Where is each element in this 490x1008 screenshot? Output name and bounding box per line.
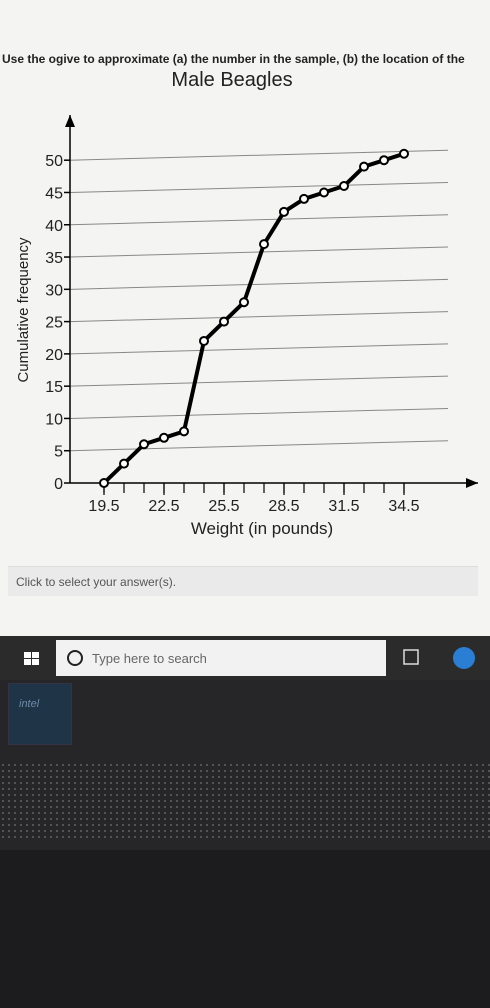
search-box[interactable]: Type here to search xyxy=(56,640,386,676)
x-axis-label: Weight (in pounds) xyxy=(191,519,333,538)
y-tick-label: 30 xyxy=(45,282,63,299)
chart: Male Beagles Weight (in pounds) Cumulati… xyxy=(15,70,478,538)
answer-prompt[interactable]: Click to select your answer(s). xyxy=(8,566,478,596)
grid-line xyxy=(69,246,449,258)
ogive-point xyxy=(259,239,269,250)
y-axis-arrow xyxy=(65,115,75,127)
ogive-point xyxy=(119,458,129,469)
y-tick-label: 15 xyxy=(45,379,63,396)
grid-line xyxy=(69,311,449,323)
ogive-point xyxy=(179,426,189,437)
x-tick-label: 22.5 xyxy=(148,498,179,515)
x-tick-label: 25.5 xyxy=(208,498,239,515)
ogive-point xyxy=(399,148,409,159)
ogive-point xyxy=(139,439,149,450)
grid-line xyxy=(69,440,449,452)
grid-line xyxy=(69,343,449,355)
y-tick-label: 5 xyxy=(54,444,63,461)
ogive-point xyxy=(219,316,229,327)
ogive-point xyxy=(379,155,389,166)
y-tick-label: 25 xyxy=(45,315,63,332)
ogive-point xyxy=(299,193,309,204)
ogive-point xyxy=(359,161,369,172)
y-tick-label: 0 xyxy=(54,476,63,493)
grid-line xyxy=(69,181,449,193)
x-axis-arrow xyxy=(466,478,478,488)
y-tick-label: 10 xyxy=(45,411,63,428)
taskbar: Type here to search xyxy=(0,636,490,680)
x-tick-label: 34.5 xyxy=(388,498,419,515)
ogive-point xyxy=(339,181,349,192)
ogive-point xyxy=(99,478,109,488)
ogive-point xyxy=(239,297,249,308)
search-placeholder: Type here to search xyxy=(92,651,207,666)
grid-line xyxy=(69,214,449,226)
x-tick-label: 19.5 xyxy=(88,498,119,515)
y-tick-label: 35 xyxy=(45,250,63,267)
ogive-line xyxy=(102,151,405,485)
ogive-point xyxy=(319,187,329,198)
question: Use the ogive to approximate (a) the num… xyxy=(2,52,465,66)
grid-line xyxy=(69,149,449,161)
y-axis-label: Cumulative frequency xyxy=(15,237,32,383)
x-tick-label: 28.5 xyxy=(268,498,299,515)
y-tick-label: 45 xyxy=(45,185,63,202)
ogive-point xyxy=(159,432,169,443)
search-icon xyxy=(67,650,83,666)
sticker-text: intel xyxy=(19,698,40,710)
y-tick-label: 50 xyxy=(45,153,63,170)
taskbar-icons xyxy=(24,647,475,669)
screen: Use the ogive to approximate (a) the num… xyxy=(0,0,490,640)
ogive-point xyxy=(279,206,289,217)
y-tick-label: 40 xyxy=(45,218,63,235)
grid-line xyxy=(69,407,449,419)
x-tick-label: 31.5 xyxy=(328,498,359,515)
sticker: intel xyxy=(8,683,72,745)
chart-title: Male Beagles xyxy=(171,70,292,91)
speaker-grille xyxy=(0,762,490,842)
grid-line xyxy=(69,375,449,387)
ogive-point xyxy=(199,335,209,346)
grid-line xyxy=(69,278,449,290)
y-tick-label: 20 xyxy=(45,347,63,364)
